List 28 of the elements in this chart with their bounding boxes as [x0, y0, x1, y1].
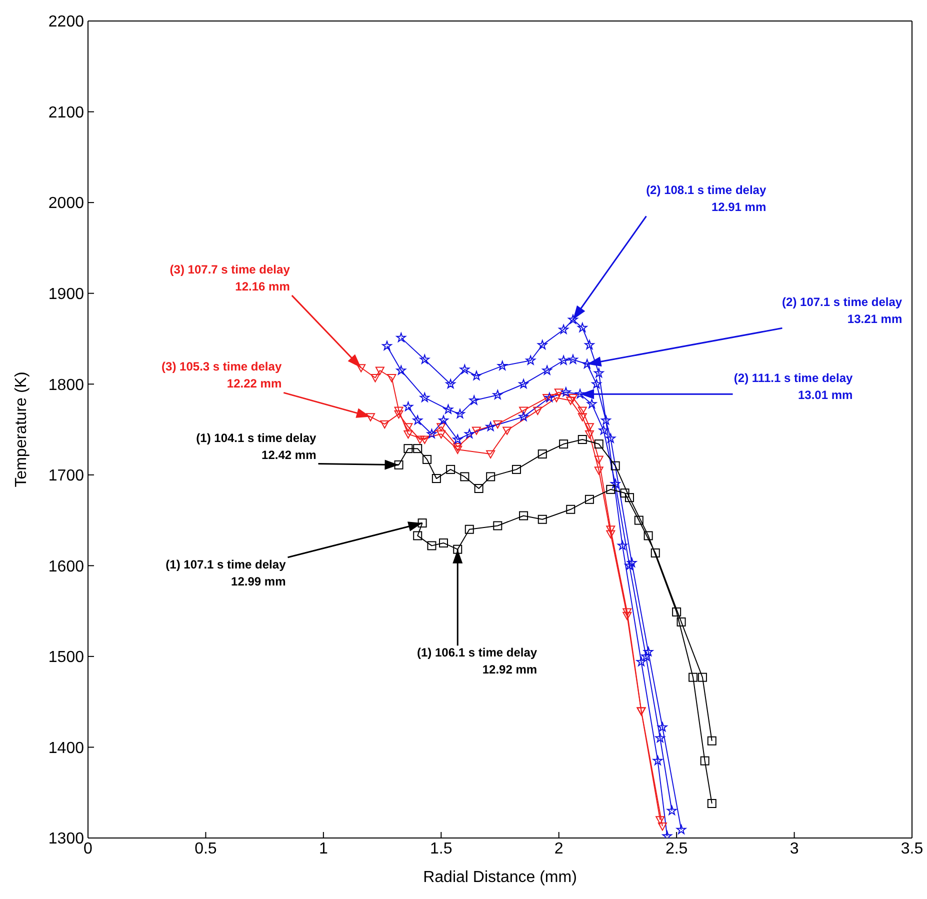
y-axis-title: Temperature (K): [13, 372, 30, 488]
y-tick-label: 1600: [48, 558, 84, 576]
x-tick-label: 0: [84, 840, 93, 858]
annotation: (1) 104.1 s time delay 12.42 mm: [196, 430, 317, 462]
y-tick-label: 2200: [48, 14, 84, 31]
y-tick-label: 2000: [48, 195, 84, 212]
annotation: (2) 111.1 s time delay 13.01 mm: [734, 371, 853, 402]
x-tick-label: 0.5: [194, 840, 217, 858]
x-tick-label: 3.5: [900, 840, 924, 858]
y-tick-label: 1400: [48, 740, 84, 757]
annotation: (1) 106.1 s time delay 12.92 mm: [417, 646, 538, 677]
x-tick-label: 1.5: [430, 840, 452, 858]
y-tick-label: 1700: [48, 468, 84, 485]
x-tick-label: 3: [790, 840, 799, 858]
y-tick-label: 2100: [48, 104, 84, 122]
annotation: (2) 108.1 s time delay 12.91 mm: [646, 183, 766, 214]
y-tick-label: 1500: [48, 649, 84, 666]
annotation: (3) 105.3 s time delay 12.22 mm: [162, 360, 282, 391]
x-axis-title: Radial Distance (mm): [423, 869, 577, 886]
x-tick-label: 2.5: [665, 840, 688, 858]
x-tick-label: 1: [318, 840, 328, 858]
y-tick-label: 1900: [48, 286, 84, 304]
x-tick-label: 2: [554, 840, 564, 858]
y-tick-label: 1800: [48, 376, 84, 394]
y-tick-label: 1300: [48, 830, 84, 848]
annotation: (1) 107.1 s time delay 12.99 mm: [166, 557, 286, 588]
annotation: (2) 107.1 s time delay 13.21 mm: [782, 295, 902, 326]
annotation: (3) 107.7 s time delay 12.16 mm: [170, 262, 290, 294]
